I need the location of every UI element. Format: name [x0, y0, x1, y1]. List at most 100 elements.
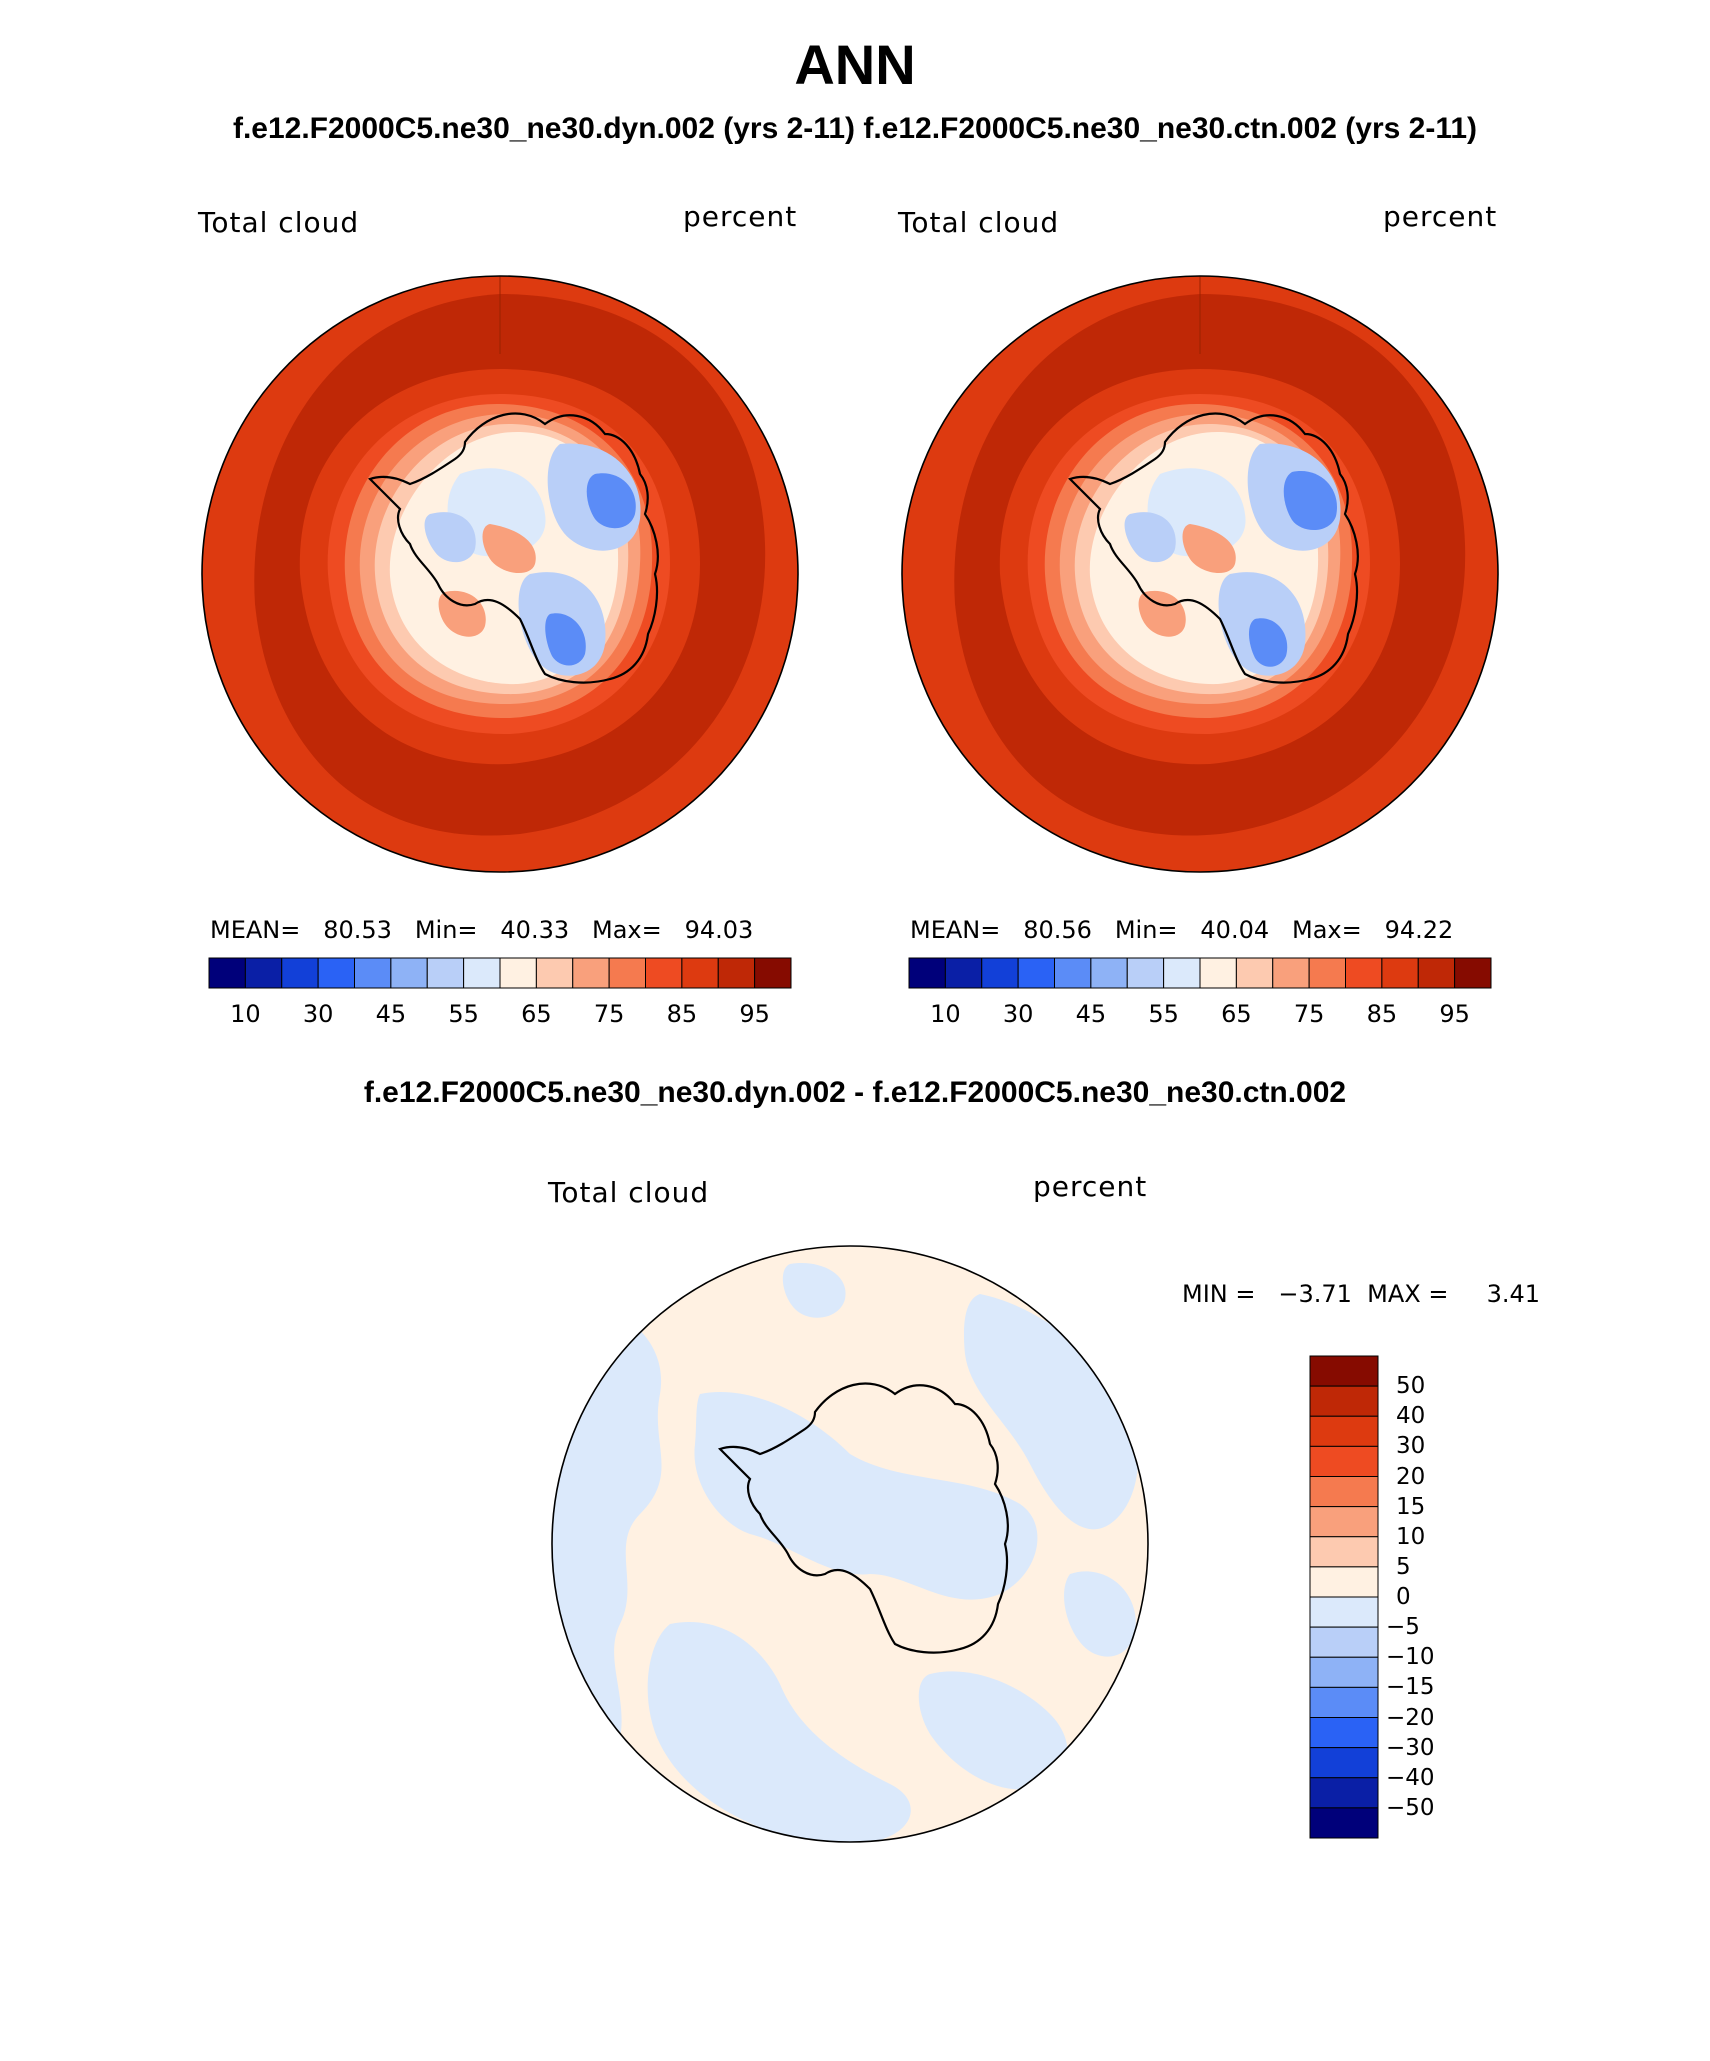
colorbar-tick-label: 65 — [521, 1000, 552, 1028]
colorbar-swatch — [1308, 957, 1346, 989]
colorbar-tick-label: 5 — [1396, 1553, 1411, 1580]
colorbar-dyn-ticks: 10 30 45 55 65 75 85 95 — [209, 1000, 791, 1030]
colorbar-swatch — [1017, 957, 1055, 989]
colorbar-tick-label: 50 — [1396, 1373, 1426, 1400]
colorbar-swatch — [244, 957, 283, 989]
colorbar-swatch — [1126, 957, 1165, 989]
plot-title: ANN — [794, 33, 916, 96]
colorbar-swatch — [717, 957, 756, 989]
colorbar-tick-label: 85 — [1366, 1000, 1398, 1028]
colorbar-swatch — [1309, 1596, 1379, 1628]
colorbar-ctn-ticks: 10 30 45 55 65 75 85 95 — [909, 1000, 1491, 1030]
colorbar-swatch — [463, 957, 501, 989]
diff-stats: MIN = −3.71 MAX = 3.41 — [1182, 1280, 1541, 1308]
colorbar-tick-label: 45 — [375, 1000, 407, 1028]
colorbar-swatch — [754, 957, 792, 989]
colorbar-swatch — [1199, 957, 1237, 989]
map-dyn — [201, 275, 799, 873]
colorbar-tick-label: 95 — [1439, 1000, 1470, 1028]
colorbar-swatch — [1454, 957, 1492, 989]
colorbar-tick-label: −30 — [1386, 1734, 1435, 1761]
colorbar-swatch — [981, 957, 1019, 989]
colorbar-swatch — [1309, 1355, 1379, 1387]
colorbar-tick-label: 75 — [593, 1000, 625, 1028]
colorbar-swatch — [354, 957, 392, 989]
colorbar-swatch — [535, 957, 574, 989]
colorbar-tick-label: 10 — [930, 1000, 961, 1028]
plot-subtitle: f.e12.F2000C5.ne30_ne30.dyn.002 (yrs 2-1… — [232, 112, 1478, 145]
colorbar-tick-label: 10 — [230, 1000, 261, 1028]
panel2-units-label: percent — [1383, 200, 1498, 233]
colorbar-swatch — [499, 957, 537, 989]
colorbar-tick-label: 75 — [1293, 1000, 1325, 1028]
colorbar-swatch — [1309, 1506, 1379, 1538]
panel2-variable-label: Total cloud — [898, 206, 1060, 239]
panel2-stats: MEAN= 80.56 Min= 40.04 Max= 94.22 — [910, 916, 1454, 944]
colorbar-tick-label: 15 — [1396, 1493, 1426, 1520]
colorbar-swatch — [1309, 1626, 1379, 1658]
colorbar-swatch — [1090, 957, 1128, 989]
colorbar-tick-label: 30 — [1396, 1433, 1426, 1460]
diff-variable-label: Total cloud — [548, 1176, 710, 1209]
colorbar-swatch — [281, 957, 319, 989]
colorbar-swatch — [1309, 1476, 1379, 1508]
colorbar-tick-label: −20 — [1386, 1704, 1435, 1731]
colorbar-swatch — [1309, 1566, 1379, 1598]
colorbar-swatch — [1309, 1717, 1379, 1749]
colorbar-tick-label: −40 — [1386, 1764, 1435, 1791]
colorbar-dyn — [208, 957, 792, 989]
colorbar-tick-label: 0 — [1396, 1584, 1411, 1610]
colorbar-swatch — [1235, 957, 1274, 989]
colorbar-swatch — [572, 957, 610, 989]
colorbar-swatch — [1163, 957, 1201, 989]
colorbar-swatch — [1417, 957, 1456, 989]
colorbar-tick-label: 30 — [1002, 1000, 1034, 1028]
colorbar-swatch — [1345, 957, 1383, 989]
colorbar-swatch — [317, 957, 355, 989]
colorbar-tick-label: 45 — [1075, 1000, 1107, 1028]
colorbar-tick-label: 30 — [302, 1000, 334, 1028]
colorbar-tick-label: 65 — [1221, 1000, 1252, 1028]
colorbar-swatch — [681, 957, 719, 989]
colorbar-tick-label: 55 — [448, 1000, 479, 1028]
colorbar-swatch — [1272, 957, 1310, 989]
colorbar-difference-ticks: 50 40 30 20 15 10 5 0 −5 −10 −15 −20 −30 −40 −50 — [1386, 1356, 1466, 1838]
colorbar-swatch — [1309, 1747, 1379, 1779]
colorbar-tick-label: −10 — [1386, 1644, 1435, 1671]
colorbar-swatch — [1309, 1656, 1379, 1688]
map-difference — [551, 1245, 1149, 1843]
colorbar-swatch — [1309, 1415, 1379, 1447]
panel1-stats: MEAN= 80.53 Min= 40.33 Max= 94.03 — [210, 916, 754, 944]
colorbar-difference — [1309, 1355, 1379, 1839]
colorbar-swatch — [1309, 1536, 1379, 1568]
colorbar-tick-label: −50 — [1386, 1794, 1435, 1821]
difference-title: f.e12.F2000C5.ne30_ne30.dyn.002 - f.e12.… — [363, 1076, 1347, 1109]
map-ctn — [901, 275, 1499, 873]
colorbar-swatch — [1309, 1686, 1379, 1718]
colorbar-swatch — [1381, 957, 1419, 989]
colorbar-tick-label: 85 — [666, 1000, 698, 1028]
colorbar-tick-label: 95 — [739, 1000, 770, 1028]
panel1-units-label: percent — [683, 200, 798, 233]
colorbar-tick-label: 10 — [1396, 1523, 1426, 1550]
colorbar-ctn — [908, 957, 1492, 989]
colorbar-swatch — [645, 957, 683, 989]
colorbar-swatch — [1054, 957, 1092, 989]
colorbar-tick-label: −5 — [1386, 1614, 1420, 1641]
colorbar-swatch — [208, 957, 246, 989]
colorbar-tick-label: −15 — [1386, 1674, 1435, 1701]
diff-units-label: percent — [1033, 1170, 1148, 1203]
colorbar-swatch — [1309, 1807, 1379, 1839]
colorbar-swatch — [1309, 1777, 1379, 1809]
panel1-variable-label: Total cloud — [198, 206, 360, 239]
colorbar-swatch — [390, 957, 428, 989]
colorbar-swatch — [608, 957, 646, 989]
colorbar-swatch — [1309, 1385, 1379, 1417]
colorbar-tick-label: 40 — [1396, 1403, 1426, 1430]
colorbar-tick-label: 55 — [1148, 1000, 1179, 1028]
colorbar-swatch — [426, 957, 465, 989]
colorbar-swatch — [1309, 1445, 1379, 1477]
colorbar-swatch — [908, 957, 946, 989]
colorbar-swatch — [944, 957, 983, 989]
colorbar-tick-label: 20 — [1396, 1463, 1426, 1490]
